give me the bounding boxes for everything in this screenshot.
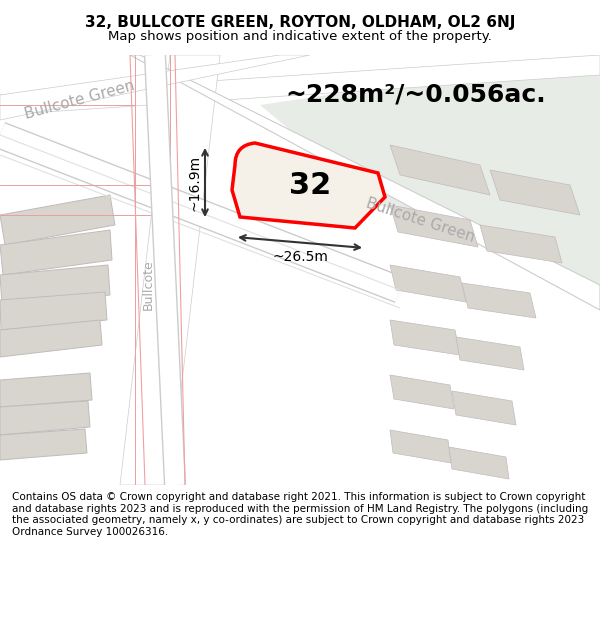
Text: Bullcote: Bullcote <box>142 259 155 311</box>
Text: ~26.5m: ~26.5m <box>272 250 328 264</box>
Polygon shape <box>0 401 90 435</box>
Polygon shape <box>260 55 600 285</box>
Polygon shape <box>390 205 478 247</box>
Polygon shape <box>480 225 562 263</box>
Text: Contains OS data © Crown copyright and database right 2021. This information is : Contains OS data © Crown copyright and d… <box>12 492 588 537</box>
Polygon shape <box>462 283 536 318</box>
Polygon shape <box>0 55 310 120</box>
Polygon shape <box>0 429 87 460</box>
Text: Bullcote Green: Bullcote Green <box>23 78 137 122</box>
Text: Map shows position and indicative extent of the property.: Map shows position and indicative extent… <box>108 30 492 43</box>
Polygon shape <box>0 55 600 115</box>
Polygon shape <box>0 265 110 305</box>
Polygon shape <box>0 320 102 357</box>
Polygon shape <box>390 320 460 355</box>
PathPatch shape <box>232 143 385 228</box>
Polygon shape <box>0 292 107 330</box>
Polygon shape <box>390 375 454 409</box>
Polygon shape <box>449 447 509 479</box>
Text: 32, BULLCOTE GREEN, ROYTON, OLDHAM, OL2 6NJ: 32, BULLCOTE GREEN, ROYTON, OLDHAM, OL2 … <box>85 16 515 31</box>
Polygon shape <box>390 430 451 463</box>
Text: 32: 32 <box>289 171 331 199</box>
Polygon shape <box>390 265 466 302</box>
Polygon shape <box>456 337 524 370</box>
Text: ~228m²/~0.056ac.: ~228m²/~0.056ac. <box>285 83 545 107</box>
Polygon shape <box>0 195 115 245</box>
Polygon shape <box>130 55 600 310</box>
Text: Bullcote Green: Bullcote Green <box>364 196 476 244</box>
Polygon shape <box>452 391 516 425</box>
Polygon shape <box>0 230 112 275</box>
Text: ~16.9m: ~16.9m <box>188 155 202 211</box>
Polygon shape <box>0 373 92 407</box>
Polygon shape <box>490 170 580 215</box>
Polygon shape <box>120 55 220 485</box>
Polygon shape <box>390 145 490 195</box>
